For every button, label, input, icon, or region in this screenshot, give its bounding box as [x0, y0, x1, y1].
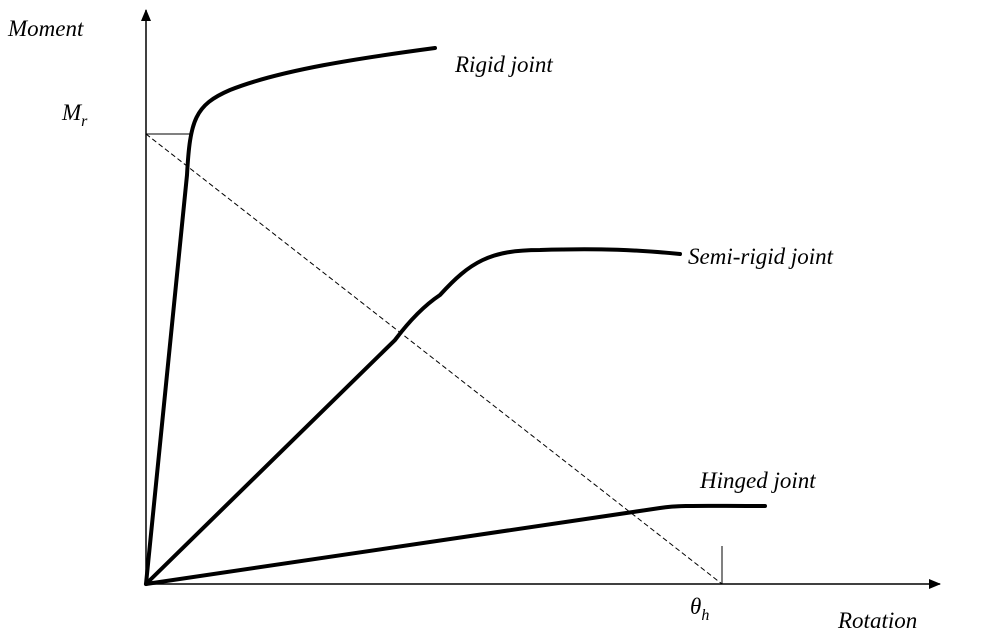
mr-sub: r	[81, 113, 88, 130]
rigid-curve	[144, 46, 437, 586]
semi-rigid-curve	[144, 247, 682, 586]
theta-sub: h	[701, 607, 709, 624]
theta-label: θh	[690, 594, 709, 624]
y-label: Moment	[7, 16, 84, 41]
x-label: Rotation	[837, 608, 917, 633]
mr-label: Mr	[61, 100, 88, 130]
curve-label: Semi-rigid joint	[688, 244, 834, 269]
curve-label: Rigid joint	[454, 52, 553, 77]
theta-base: θ	[690, 594, 701, 619]
curve-label: Hinged joint	[699, 468, 816, 493]
hinged-curve	[144, 503, 767, 586]
mr-base: M	[61, 100, 83, 125]
dashed-line	[145, 133, 723, 585]
